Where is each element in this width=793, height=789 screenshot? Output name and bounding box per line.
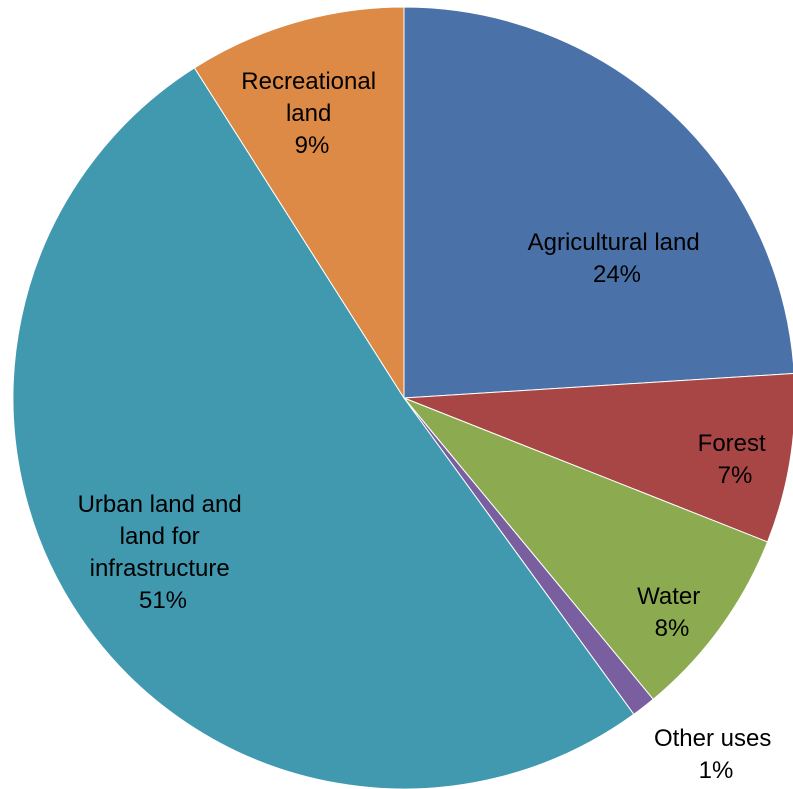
label-water: Water 8% — [637, 583, 707, 642]
pie-slices — [12, 6, 793, 789]
label-agricultural: Agricultural land 24% — [528, 229, 707, 288]
label-other-uses: Other uses 1% — [654, 725, 778, 784]
pie-labels: Agricultural land 24% Forest 7% Water 8%… — [78, 68, 778, 784]
pie-slice-forest — [403, 373, 793, 543]
pie-slice-recreational-land — [193, 6, 405, 400]
label-forest: Forest 7% — [698, 430, 773, 489]
pie-slice-water — [403, 397, 769, 700]
pie-slice-agricultural-land — [403, 6, 793, 399]
pie-slice-urban-land-and-land-for-infrastructure — [12, 67, 635, 789]
label-recreational: Recreational land 9% — [241, 68, 382, 159]
label-urban: Urban land and land for infrastructure 5… — [78, 491, 249, 614]
